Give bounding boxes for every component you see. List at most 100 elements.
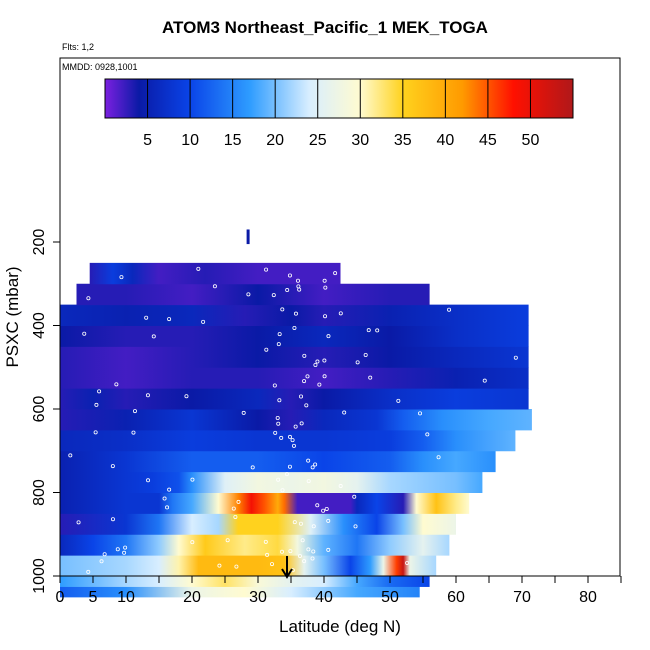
sample-point [236, 499, 241, 504]
flights-label: Flts: 1,2 [62, 42, 95, 52]
heatmap-layer [60, 229, 532, 598]
sample-point [313, 362, 318, 367]
colorbar-tick-label: 40 [436, 132, 454, 149]
heatmap-row [60, 534, 450, 556]
sample-point [291, 443, 296, 448]
sample-point [306, 479, 311, 484]
sample-point [276, 342, 281, 347]
sample-point [122, 550, 127, 555]
sample-point [288, 248, 293, 253]
sample-point [190, 540, 195, 545]
sample-point [250, 465, 255, 470]
sample-point [276, 477, 281, 482]
sample-point [272, 383, 277, 388]
sample-point [311, 549, 316, 554]
sample-point [355, 360, 360, 365]
sample-point [313, 462, 318, 467]
sample-point [121, 254, 126, 259]
colorbar-tick-label: 20 [266, 132, 284, 149]
sample-point [151, 334, 156, 339]
sample-point [231, 506, 236, 511]
heatmap-row [60, 325, 529, 347]
sample-point [115, 547, 120, 552]
sample-point [323, 314, 328, 319]
x-tick-label: 50 [381, 589, 399, 606]
sample-point [279, 435, 284, 440]
colorbar-scale [104, 78, 574, 119]
sample-point [235, 258, 240, 263]
x-tick-label: 70 [513, 589, 531, 606]
sample-point [285, 288, 290, 293]
sample-point [288, 549, 293, 554]
heatmap-row [60, 429, 516, 452]
sample-point [317, 253, 322, 258]
sample-point [295, 278, 300, 283]
sample-point [280, 307, 285, 312]
sample-point [300, 538, 305, 543]
plot-frame [59, 57, 621, 577]
sample-point [287, 464, 292, 469]
sample-point [109, 245, 114, 250]
sample-point [293, 424, 298, 429]
colorbar: 5 10 15 20 25 30 35 40 45 50 [104, 78, 574, 149]
heatmap-row [60, 304, 529, 326]
x-tick-label: 10 [117, 589, 135, 606]
heatmap-row [60, 471, 483, 493]
sample-point [284, 472, 289, 477]
sample-point [212, 284, 217, 289]
x-tick-label: 5 [89, 589, 98, 606]
y-tick-label: 200 [31, 229, 48, 256]
sample-point [306, 458, 311, 463]
sample-point [368, 375, 373, 380]
sample-point [241, 410, 246, 415]
sample-point [123, 545, 128, 550]
sample-point [353, 524, 358, 529]
sample-point [375, 263, 380, 268]
y-axis: 200 400 600 800 1000 [31, 229, 60, 594]
colorbar-tick-label: 25 [309, 132, 327, 149]
colorbar-tick-label: 10 [181, 132, 199, 149]
colorbar-tick-label: 5 [143, 132, 152, 149]
sample-point [270, 562, 275, 567]
sample-point [76, 520, 81, 525]
heatmap-row [60, 513, 456, 535]
sample-point [280, 488, 285, 493]
x-tick-label: 80 [579, 589, 597, 606]
sample-point [292, 325, 297, 330]
sample-point [315, 503, 320, 508]
sample-point [292, 244, 297, 249]
sample-point [287, 273, 292, 278]
sample-point [396, 398, 401, 403]
sample-point [167, 487, 172, 492]
sample-point [322, 358, 327, 363]
sample-point [290, 438, 295, 443]
sample-point [317, 382, 322, 387]
x-tick-label: 0 [56, 589, 65, 606]
sample-point [305, 374, 310, 379]
sample-point [86, 569, 91, 574]
sample-point [338, 484, 343, 489]
sample-point [233, 514, 238, 519]
dates-label: MMDD: 0928,1001 [62, 62, 138, 72]
sample-point [145, 393, 150, 398]
sample-point [322, 278, 327, 283]
y-tick-label: 800 [31, 479, 48, 506]
sample-point [513, 355, 518, 360]
sample-point [292, 520, 297, 525]
sample-point [217, 563, 222, 568]
y-axis-label: PSXC (mbar) [3, 266, 22, 367]
sample-point [326, 518, 331, 523]
sample-point [310, 556, 315, 561]
sample-point [302, 379, 307, 384]
sample-point [86, 296, 91, 301]
x-tick-label: 40 [315, 589, 333, 606]
sample-point [342, 410, 347, 415]
sample-point [277, 332, 282, 337]
colorbar-tick-label: 30 [351, 132, 369, 149]
sample-point [418, 411, 423, 416]
sample-point [302, 559, 307, 564]
sample-point [304, 403, 309, 408]
sample-point [144, 315, 149, 320]
arrow-head [281, 568, 293, 579]
